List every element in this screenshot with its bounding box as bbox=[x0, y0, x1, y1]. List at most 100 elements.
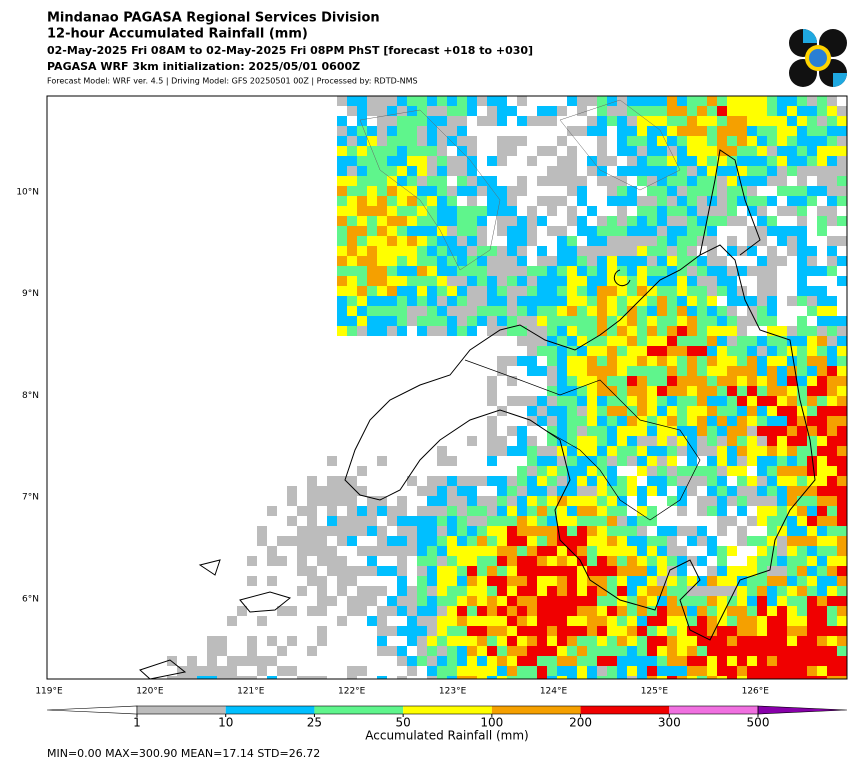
rain-cell bbox=[617, 676, 627, 679]
rain-cell bbox=[647, 476, 657, 486]
rain-cell bbox=[437, 146, 447, 156]
rain-cell bbox=[647, 316, 657, 326]
rain-cell bbox=[837, 276, 847, 286]
rain-cell bbox=[757, 546, 767, 556]
rain-cell bbox=[627, 406, 637, 416]
rain-cell bbox=[347, 236, 357, 246]
rain-cell bbox=[637, 666, 647, 676]
rain-cell bbox=[607, 276, 617, 286]
rain-cell bbox=[417, 656, 427, 666]
rain-cell bbox=[537, 466, 547, 476]
rain-cell bbox=[377, 116, 387, 126]
rain-cell bbox=[337, 96, 347, 106]
rain-cell bbox=[597, 506, 607, 516]
rain-cell bbox=[687, 96, 697, 106]
rain-cell bbox=[817, 156, 827, 166]
rain-cell bbox=[547, 496, 557, 506]
rain-cell bbox=[337, 516, 347, 526]
rain-cell bbox=[537, 336, 547, 346]
rain-cell bbox=[737, 166, 747, 176]
rain-cell bbox=[837, 176, 847, 186]
rain-cell bbox=[577, 276, 587, 286]
rain-cell bbox=[597, 96, 607, 106]
rain-cell bbox=[517, 596, 527, 606]
rain-cell bbox=[367, 176, 377, 186]
rain-cell bbox=[797, 526, 807, 536]
rain-cell bbox=[527, 596, 537, 606]
rain-cell bbox=[457, 236, 467, 246]
rain-cell bbox=[777, 586, 787, 596]
header-line: 12-hour Accumulated Rainfall (mm) bbox=[47, 27, 308, 42]
rain-cell bbox=[607, 386, 617, 396]
rain-cell bbox=[837, 436, 847, 446]
rain-cell bbox=[667, 556, 677, 566]
rain-cell bbox=[647, 326, 657, 336]
rain-cell bbox=[467, 146, 477, 156]
rain-cell bbox=[467, 676, 477, 679]
rain-cell bbox=[397, 656, 407, 666]
rain-cell bbox=[587, 566, 597, 576]
rain-cell bbox=[697, 146, 707, 156]
rain-cell bbox=[427, 536, 437, 546]
rain-cell bbox=[757, 296, 767, 306]
rain-cell bbox=[217, 636, 227, 646]
rain-cell bbox=[377, 236, 387, 246]
rain-cell bbox=[477, 266, 487, 276]
rain-cell bbox=[557, 326, 567, 336]
rain-cell bbox=[707, 656, 717, 666]
rain-cell bbox=[587, 516, 597, 526]
rain-cell bbox=[767, 516, 777, 526]
rain-cell bbox=[397, 206, 407, 216]
rain-cell bbox=[317, 576, 327, 586]
rain-cell bbox=[707, 276, 717, 286]
rain-cell bbox=[837, 636, 847, 646]
rain-cell bbox=[637, 606, 647, 616]
rain-cell bbox=[637, 556, 647, 566]
rain-cell bbox=[737, 486, 747, 496]
rain-cell bbox=[447, 306, 457, 316]
colorbar-tick-label: 300 bbox=[658, 716, 681, 730]
rain-cell bbox=[667, 376, 677, 386]
rain-cell bbox=[647, 366, 657, 376]
rain-cell bbox=[517, 536, 527, 546]
rain-cell bbox=[817, 316, 827, 326]
rain-cell bbox=[457, 156, 467, 166]
rain-cell bbox=[377, 206, 387, 216]
rain-cell bbox=[547, 446, 557, 456]
rain-cell bbox=[707, 346, 717, 356]
rain-cell bbox=[707, 326, 717, 336]
rain-cell bbox=[697, 436, 707, 446]
rain-cell bbox=[827, 236, 837, 246]
rain-cell bbox=[367, 286, 377, 296]
rain-cell bbox=[367, 126, 377, 136]
rain-cell bbox=[707, 606, 717, 616]
rain-cell bbox=[557, 526, 567, 536]
rain-cell bbox=[627, 586, 637, 596]
rain-cell bbox=[697, 536, 707, 546]
rain-cell bbox=[757, 536, 767, 546]
rain-cell bbox=[627, 666, 637, 676]
rain-cell bbox=[817, 326, 827, 336]
rain-cell bbox=[417, 236, 427, 246]
rain-cell bbox=[617, 246, 627, 256]
rain-cell bbox=[477, 316, 487, 326]
rain-cell bbox=[577, 536, 587, 546]
rain-cell bbox=[547, 626, 557, 636]
rain-cell bbox=[737, 506, 747, 516]
rain-cell bbox=[627, 186, 637, 196]
rain-cell bbox=[537, 196, 547, 206]
rain-cell bbox=[787, 546, 797, 556]
rain-cell bbox=[677, 386, 687, 396]
rain-cell bbox=[587, 386, 597, 396]
rain-cell bbox=[677, 216, 687, 226]
rain-cell bbox=[417, 576, 427, 586]
rain-cell bbox=[547, 286, 557, 296]
rain-cell bbox=[737, 676, 747, 679]
rain-cell bbox=[487, 676, 497, 679]
rain-cell bbox=[437, 106, 447, 116]
rain-cell bbox=[657, 416, 667, 426]
rain-cell bbox=[717, 136, 727, 146]
rain-cell bbox=[647, 486, 657, 496]
rain-cell bbox=[517, 256, 527, 266]
rain-cell bbox=[637, 226, 647, 236]
